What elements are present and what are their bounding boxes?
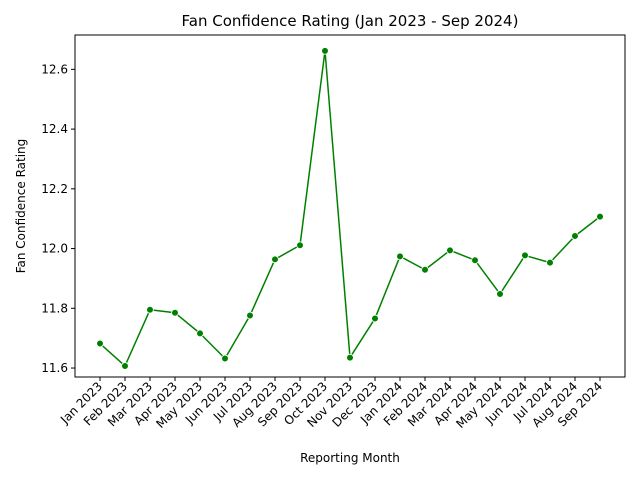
data-point	[496, 290, 504, 298]
data-point	[471, 256, 479, 265]
x-axis-label: Reporting Month	[300, 451, 400, 465]
data-point	[346, 353, 354, 362]
chart-title: Fan Confidence Rating (Jan 2023 - Sep 20…	[182, 12, 519, 30]
data-point	[321, 47, 329, 55]
data-point	[596, 212, 604, 221]
series-line	[99, 50, 601, 367]
data-point	[296, 241, 304, 250]
data-point	[246, 311, 254, 320]
y-tick-label: 11.6	[41, 361, 68, 375]
data-point	[121, 362, 129, 370]
y-axis-label: Fan Confidence Rating	[14, 139, 28, 274]
y-axis: 11.6 11.8 12.0 12.2 12.4 12.6	[41, 62, 75, 375]
y-tick-label: 12.4	[41, 122, 68, 136]
data-point	[146, 305, 154, 314]
data-point	[571, 232, 579, 240]
data-point	[371, 314, 379, 323]
y-tick-label: 12.6	[41, 62, 68, 76]
data-point	[171, 308, 179, 317]
data-point	[271, 255, 279, 264]
y-tick-label: 12.2	[41, 182, 68, 196]
plot-frame	[74, 34, 626, 378]
y-tick-label: 11.8	[41, 301, 68, 315]
data-point	[521, 251, 529, 260]
plot-area	[96, 47, 604, 370]
data-point	[96, 339, 104, 348]
data-point	[221, 354, 229, 363]
data-point	[421, 265, 429, 274]
data-point	[196, 329, 204, 338]
data-point	[446, 246, 454, 255]
data-point	[546, 258, 554, 267]
y-tick-label: 12.0	[41, 242, 68, 256]
data-point	[396, 252, 404, 261]
